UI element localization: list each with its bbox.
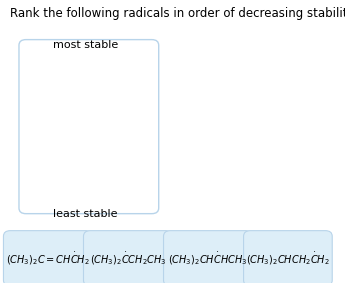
FancyBboxPatch shape [244,231,332,283]
Text: most stable: most stable [53,40,119,50]
Text: least stable: least stable [53,209,118,219]
Text: Rank the following radicals in order of decreasing stability.: Rank the following radicals in order of … [10,7,345,20]
Text: $(CH_3)_2CH\dot{C}HCH_3$: $(CH_3)_2CH\dot{C}HCH_3$ [168,250,247,267]
FancyBboxPatch shape [83,231,172,283]
Text: $(CH_3)_2CHCH_2\dot{C}H_2$: $(CH_3)_2CHCH_2\dot{C}H_2$ [246,250,330,267]
FancyBboxPatch shape [164,231,252,283]
FancyBboxPatch shape [3,231,92,283]
Text: $(CH_3)_2C{=}CH\dot{C}H_2$: $(CH_3)_2C{=}CH\dot{C}H_2$ [6,250,90,267]
Text: $(CH_3)_2\dot{C}CH_2CH_3$: $(CH_3)_2\dot{C}CH_2CH_3$ [89,250,166,267]
FancyBboxPatch shape [19,40,159,214]
